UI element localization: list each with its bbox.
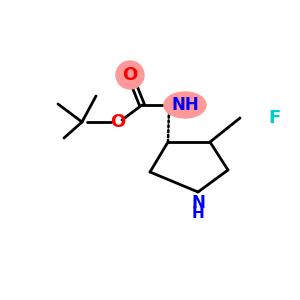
Text: F: F xyxy=(268,109,280,127)
Text: H: H xyxy=(192,206,204,221)
Text: O: O xyxy=(122,66,138,84)
Text: NH: NH xyxy=(171,96,199,114)
Ellipse shape xyxy=(164,92,206,118)
Circle shape xyxy=(116,61,144,89)
Text: O: O xyxy=(110,113,126,131)
Text: N: N xyxy=(191,194,205,212)
